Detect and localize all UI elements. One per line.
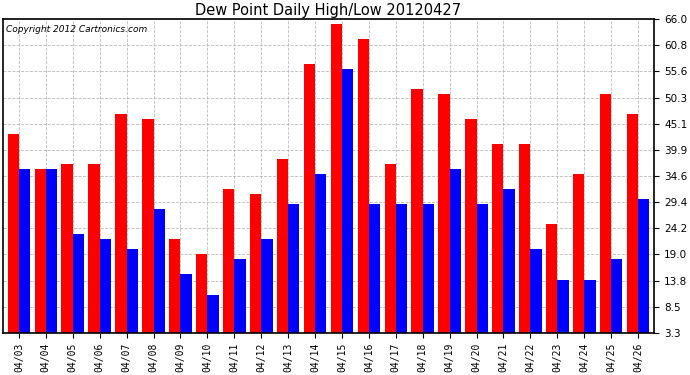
Bar: [531, 249, 542, 350]
Bar: [423, 204, 434, 350]
Bar: [573, 174, 584, 350]
Bar: [396, 204, 407, 350]
Bar: [600, 94, 611, 350]
Bar: [208, 294, 219, 350]
Bar: [304, 64, 315, 350]
Bar: [504, 189, 515, 350]
Bar: [450, 169, 461, 350]
Bar: [558, 279, 569, 350]
Bar: [169, 239, 181, 350]
Bar: [34, 169, 46, 350]
Bar: [61, 164, 72, 350]
Bar: [492, 144, 504, 350]
Bar: [72, 234, 84, 350]
Bar: [638, 200, 649, 350]
Bar: [126, 249, 138, 350]
Bar: [411, 89, 423, 350]
Bar: [342, 69, 353, 350]
Bar: [384, 164, 396, 350]
Bar: [611, 260, 622, 350]
Bar: [115, 114, 126, 350]
Bar: [584, 279, 595, 350]
Bar: [142, 119, 154, 350]
Bar: [277, 159, 288, 350]
Bar: [315, 174, 326, 350]
Bar: [438, 94, 450, 350]
Bar: [465, 119, 477, 350]
Bar: [88, 164, 99, 350]
Bar: [519, 144, 531, 350]
Bar: [8, 134, 19, 350]
Bar: [477, 204, 488, 350]
Bar: [262, 239, 273, 350]
Bar: [196, 255, 208, 350]
Bar: [288, 204, 299, 350]
Bar: [46, 169, 57, 350]
Bar: [181, 274, 192, 350]
Bar: [627, 114, 638, 350]
Bar: [369, 204, 380, 350]
Bar: [331, 24, 342, 350]
Bar: [235, 260, 246, 350]
Title: Dew Point Daily High/Low 20120427: Dew Point Daily High/Low 20120427: [195, 3, 462, 18]
Text: Copyright 2012 Cartronics.com: Copyright 2012 Cartronics.com: [6, 25, 147, 34]
Bar: [357, 39, 369, 350]
Bar: [223, 189, 235, 350]
Bar: [154, 209, 165, 350]
Bar: [19, 169, 30, 350]
Bar: [546, 224, 558, 350]
Bar: [250, 194, 262, 350]
Bar: [99, 239, 111, 350]
